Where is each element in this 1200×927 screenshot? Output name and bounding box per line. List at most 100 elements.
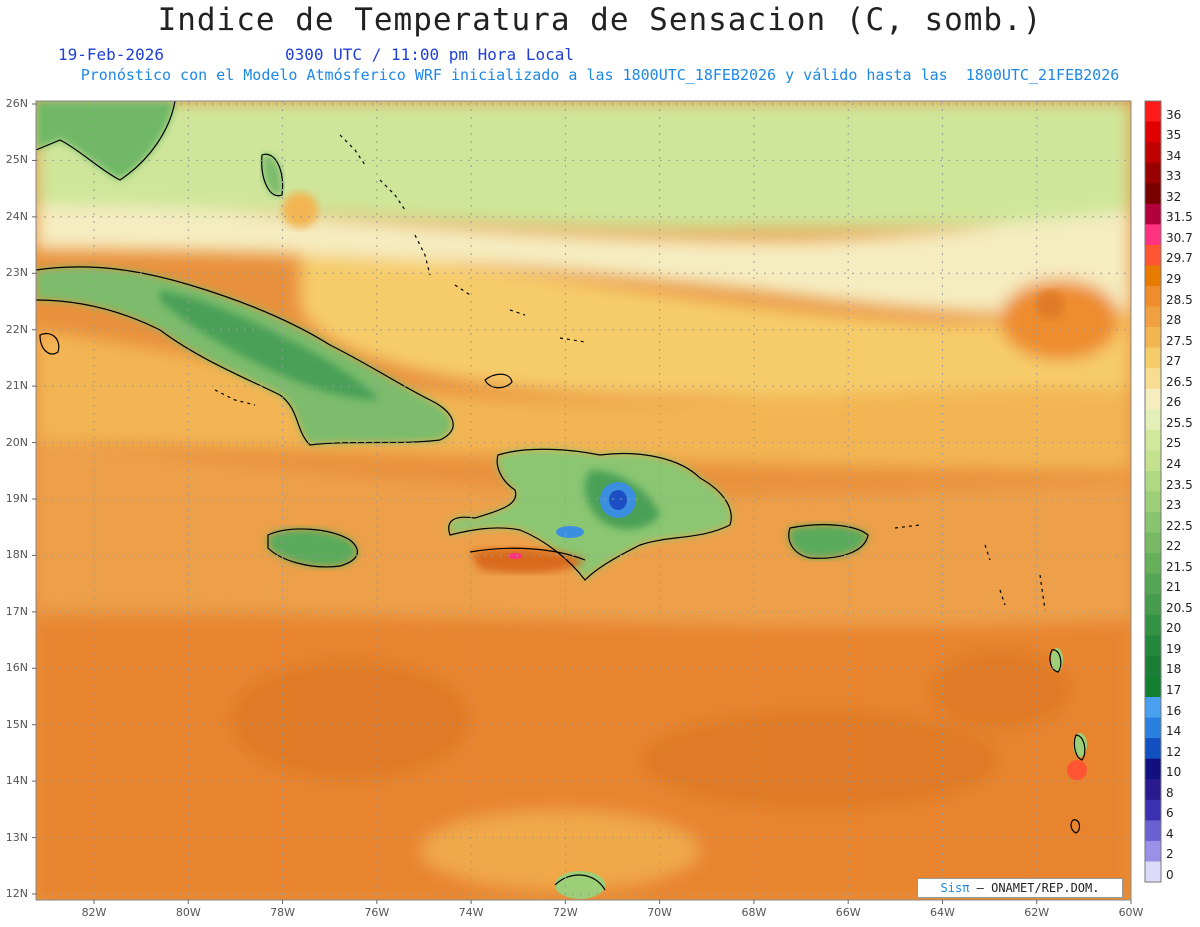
colorbar-label: 32 bbox=[1166, 189, 1182, 204]
colorbar-swatch bbox=[1145, 142, 1161, 164]
lon-label: 76W bbox=[364, 906, 390, 919]
colorbar-label: 6 bbox=[1166, 806, 1174, 821]
lat-label: 13N bbox=[5, 830, 28, 844]
lat-label: 14N bbox=[5, 774, 28, 788]
colorbar-label: 35 bbox=[1166, 128, 1182, 143]
colorbar-swatch bbox=[1145, 553, 1161, 575]
colorbar-label: 14 bbox=[1166, 724, 1182, 739]
heat-index-field bbox=[36, 101, 1131, 900]
colorbar-swatch bbox=[1145, 655, 1161, 677]
colorbar-label: 8 bbox=[1166, 785, 1174, 800]
colorbar-label: 21 bbox=[1166, 580, 1182, 595]
colorbar-swatch bbox=[1145, 409, 1161, 431]
colorbar bbox=[1144, 100, 1162, 883]
colorbar-label: 17 bbox=[1166, 683, 1182, 698]
colorbar-label: 28.5 bbox=[1166, 292, 1193, 307]
colorbar-swatch bbox=[1145, 470, 1161, 492]
colorbar-swatch bbox=[1145, 779, 1161, 801]
colorbar-swatch bbox=[1145, 306, 1161, 328]
colorbar-label: 30.7 bbox=[1166, 230, 1193, 245]
colorbar-swatch bbox=[1145, 285, 1161, 308]
colorbar-label: 23 bbox=[1166, 498, 1182, 513]
axis-ticks bbox=[32, 103, 1132, 904]
lon-label: 70W bbox=[647, 906, 673, 919]
colorbar-label: 2 bbox=[1166, 847, 1174, 862]
colorbar-swatch bbox=[1145, 347, 1161, 369]
colorbar-swatch bbox=[1145, 594, 1161, 616]
colorbar-label: 29.7 bbox=[1166, 251, 1193, 266]
colorbar-swatch bbox=[1145, 388, 1161, 410]
colorbar-swatch bbox=[1145, 368, 1161, 390]
colorbar-label: 18 bbox=[1166, 662, 1182, 677]
lat-label: 18N bbox=[5, 548, 28, 562]
lat-label: 21N bbox=[5, 379, 28, 393]
colorbar-swatch bbox=[1145, 512, 1161, 534]
lon-label: 82W bbox=[81, 906, 107, 919]
lon-label: 68W bbox=[741, 906, 767, 919]
lon-label: 60W bbox=[1118, 906, 1144, 919]
colorbar-label: 20.5 bbox=[1166, 600, 1193, 615]
colorbar-swatch bbox=[1145, 491, 1161, 513]
lon-label: 78W bbox=[270, 906, 295, 919]
colorbar-swatch bbox=[1145, 224, 1161, 246]
colorbar-label: 23.5 bbox=[1166, 477, 1193, 492]
colorbar-label: 16 bbox=[1166, 703, 1182, 718]
colorbar-frame bbox=[1144, 100, 1162, 883]
lat-label: 12N bbox=[5, 887, 28, 900]
colorbar-swatch bbox=[1145, 738, 1161, 760]
lat-label: 25N bbox=[5, 153, 28, 167]
colorbar-label: 29 bbox=[1166, 271, 1182, 286]
colorbar-label: 12 bbox=[1166, 744, 1182, 759]
colorbar-swatch bbox=[1145, 614, 1161, 636]
colorbar-swatch bbox=[1145, 758, 1161, 780]
colorbar-swatch bbox=[1145, 244, 1161, 266]
valid-date: 19-Feb-2026 bbox=[58, 45, 164, 64]
credit-text: ONAMET/REP.DOM. bbox=[983, 881, 1100, 895]
colorbar-label: 20 bbox=[1166, 621, 1182, 636]
graticule bbox=[36, 101, 1132, 900]
colorbar-swatch bbox=[1145, 635, 1161, 657]
credit-box: Sisπ – ONAMET/REP.DOM. bbox=[917, 878, 1123, 898]
colorbar-label: 27.5 bbox=[1166, 333, 1193, 348]
colorbar-swatch bbox=[1145, 265, 1161, 287]
colorbar-swatch bbox=[1145, 121, 1161, 143]
colorbar-label: 0 bbox=[1166, 868, 1174, 882]
colorbar-swatch bbox=[1145, 327, 1161, 349]
lat-label: 19N bbox=[5, 492, 28, 505]
colorbar-swatch bbox=[1145, 717, 1161, 739]
colorbar-label: 10 bbox=[1166, 765, 1182, 780]
model-info: Pronóstico con el Modelo Atmósferico WRF… bbox=[80, 66, 1120, 84]
lat-label: 17N bbox=[5, 604, 28, 618]
colorbar-swatch bbox=[1145, 101, 1161, 123]
lat-label: 22N bbox=[5, 322, 28, 336]
colorbar-swatch bbox=[1145, 532, 1161, 554]
colorbar-swatch bbox=[1145, 573, 1161, 595]
lat-label: 16N bbox=[5, 661, 28, 675]
colorbar-swatch bbox=[1145, 697, 1161, 719]
lat-label: 15N bbox=[5, 717, 28, 731]
colorbar-swatch bbox=[1145, 450, 1161, 472]
colorbar-label: 27 bbox=[1166, 354, 1182, 369]
colorbar-label: 25 bbox=[1166, 436, 1182, 451]
lon-label: 72W bbox=[552, 906, 578, 919]
coastlines bbox=[36, 101, 1086, 891]
colorbar-label: 33 bbox=[1166, 169, 1182, 184]
lon-label: 62W bbox=[1024, 906, 1050, 919]
colorbar-label: 21.5 bbox=[1166, 559, 1193, 574]
colorbar-swatch bbox=[1145, 861, 1161, 883]
colorbar-swatch bbox=[1145, 429, 1161, 451]
lat-label: 23N bbox=[5, 266, 28, 280]
lat-label: 24N bbox=[5, 209, 28, 223]
colorbar-label: 26 bbox=[1166, 395, 1182, 410]
map-frame bbox=[35, 100, 1132, 901]
sispi-logo-text: Sisπ bbox=[940, 881, 970, 895]
lon-label: 80W bbox=[175, 906, 201, 919]
colorbar-swatch bbox=[1145, 203, 1161, 225]
colorbar-label: 19 bbox=[1166, 641, 1182, 656]
colorbar-label: 28 bbox=[1166, 313, 1182, 328]
colorbar-swatch bbox=[1145, 183, 1161, 205]
colorbar-label: 34 bbox=[1166, 148, 1182, 163]
map-title: Indice de Temperatura de Sensacion (C, s… bbox=[157, 2, 1043, 38]
lon-label: 74W bbox=[458, 906, 484, 919]
colorbar-label: 26.5 bbox=[1166, 374, 1193, 389]
